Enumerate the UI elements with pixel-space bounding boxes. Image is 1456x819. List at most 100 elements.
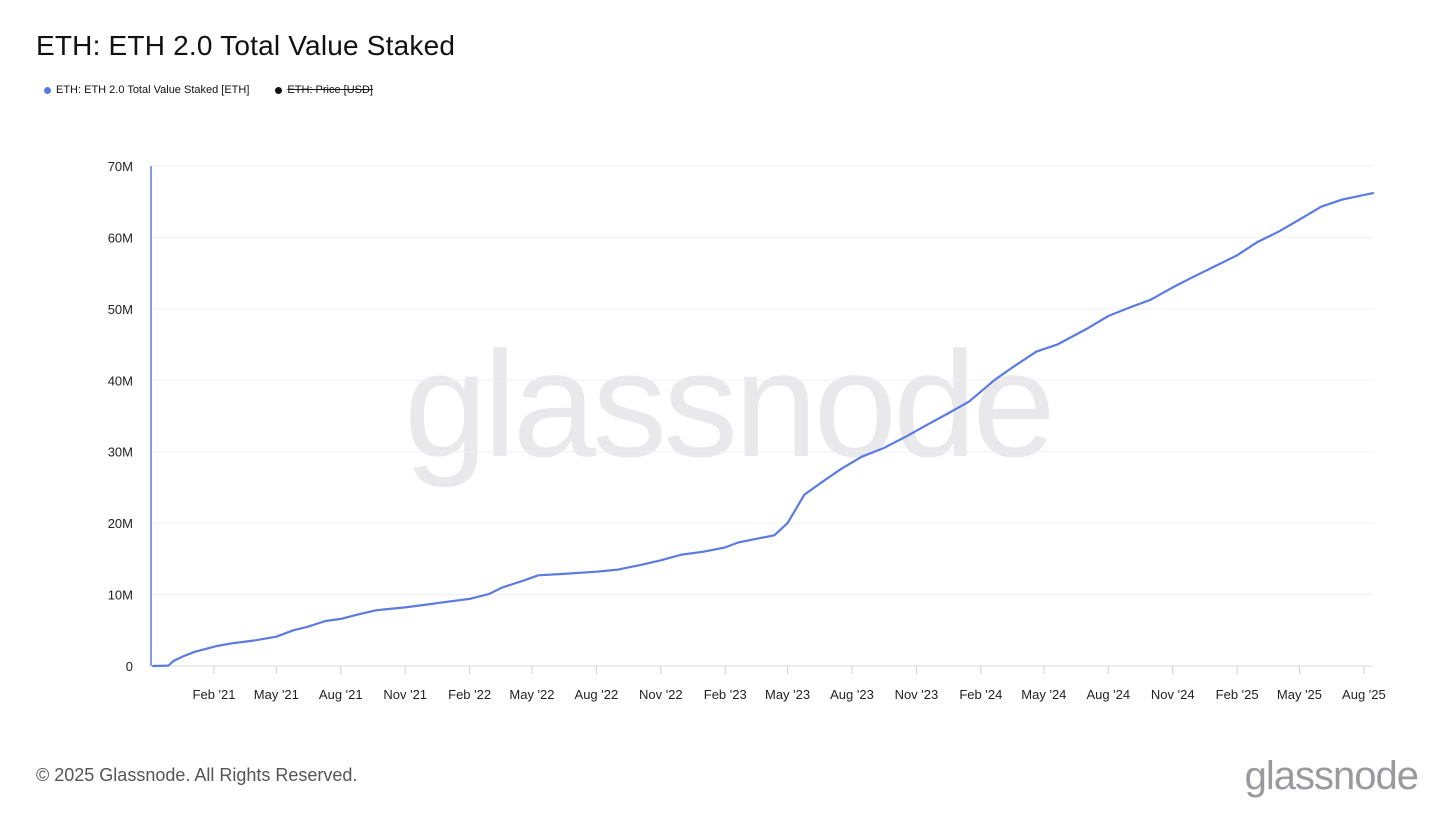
y-tick-label: 40M bbox=[108, 373, 133, 388]
data-point bbox=[660, 559, 662, 562]
data-point bbox=[1129, 306, 1131, 309]
x-tick-label: May '21 bbox=[254, 687, 299, 702]
y-tick-label: 70M bbox=[108, 159, 133, 174]
legend: ETH: ETH 2.0 Total Value Staked [ETH] ET… bbox=[44, 84, 373, 96]
x-tick-label: Nov '23 bbox=[895, 687, 939, 702]
x-tick-label: Feb '22 bbox=[448, 687, 491, 702]
data-point bbox=[1013, 365, 1016, 367]
data-point bbox=[501, 586, 504, 589]
data-point bbox=[167, 664, 170, 667]
data-point bbox=[1255, 241, 1258, 244]
data-point bbox=[374, 609, 377, 612]
x-tick-label: May '25 bbox=[1277, 687, 1322, 702]
data-point bbox=[681, 553, 683, 556]
data-point bbox=[152, 665, 154, 667]
x-tick-label: Feb '23 bbox=[704, 687, 747, 702]
legend-item-staked[interactable]: ETH: ETH 2.0 Total Value Staked [ETH] bbox=[44, 84, 249, 96]
x-tick-label: Feb '25 bbox=[1216, 687, 1259, 702]
data-point bbox=[980, 390, 982, 393]
data-point bbox=[404, 606, 407, 609]
data-point bbox=[946, 413, 949, 415]
x-tick-label: Aug '25 bbox=[1342, 687, 1386, 702]
data-point bbox=[903, 436, 906, 439]
data-point bbox=[702, 550, 705, 553]
data-point bbox=[562, 573, 565, 575]
data-point bbox=[737, 541, 740, 544]
data-point bbox=[1236, 254, 1238, 257]
data-point bbox=[1372, 192, 1374, 194]
data-point bbox=[786, 522, 789, 524]
x-tick-label: Feb '21 bbox=[193, 687, 236, 702]
legend-item-price[interactable]: ETH: Price [USD] bbox=[275, 84, 373, 96]
copyright-footer: © 2025 Glassnode. All Rights Reserved. bbox=[36, 765, 358, 785]
data-point bbox=[425, 603, 428, 606]
data-point bbox=[216, 645, 218, 647]
data-point bbox=[172, 660, 175, 662]
data-point bbox=[773, 534, 776, 537]
data-point bbox=[488, 593, 491, 595]
data-point bbox=[925, 424, 928, 427]
data-point bbox=[617, 568, 619, 571]
y-axis: 0 10M 20M 30M 40M 50M 60M 70M bbox=[108, 159, 152, 674]
data-point bbox=[595, 570, 598, 573]
data-point bbox=[324, 620, 327, 622]
x-tick-label: Aug '23 bbox=[830, 687, 874, 702]
grid-lines bbox=[151, 165, 1373, 596]
x-tick-label: May '23 bbox=[765, 687, 810, 702]
data-point bbox=[356, 613, 359, 616]
y-tick-label: 10M bbox=[108, 588, 133, 603]
data-point bbox=[803, 493, 806, 496]
data-point bbox=[537, 574, 540, 577]
y-tick-label: 30M bbox=[108, 445, 133, 460]
data-point bbox=[275, 635, 278, 638]
legend-label-price: ETH: Price [USD] bbox=[287, 84, 373, 96]
data-point bbox=[1056, 343, 1058, 346]
x-tick-label: Aug '22 bbox=[575, 687, 619, 702]
data-point bbox=[254, 639, 257, 642]
data-point bbox=[1107, 315, 1110, 317]
data-point bbox=[1341, 198, 1343, 201]
data-point bbox=[860, 455, 863, 458]
x-tick-label: Nov '24 bbox=[1151, 687, 1195, 702]
data-point bbox=[882, 447, 885, 449]
y-tick-label: 0 bbox=[126, 659, 133, 674]
data-point bbox=[468, 598, 471, 600]
data-point bbox=[208, 647, 210, 649]
data-point bbox=[307, 625, 309, 628]
x-tick-label: Aug '24 bbox=[1086, 687, 1130, 702]
data-point bbox=[1320, 205, 1322, 208]
x-tick-label: Aug '21 bbox=[319, 687, 363, 702]
series-area bbox=[152, 192, 1375, 668]
x-tick-label: May '22 bbox=[509, 687, 554, 702]
x-tick-label: May '24 bbox=[1021, 687, 1066, 702]
data-point bbox=[993, 379, 995, 382]
y-tick-label: 60M bbox=[108, 230, 133, 245]
data-point bbox=[839, 468, 841, 471]
data-point bbox=[339, 618, 342, 620]
data-point bbox=[292, 629, 294, 632]
legend-dot-price-icon bbox=[275, 86, 283, 94]
data-point bbox=[232, 642, 235, 644]
page-title: ETH: ETH 2.0 Total Value Staked bbox=[36, 30, 456, 61]
x-tick-label: Feb '24 bbox=[959, 687, 1002, 702]
data-point bbox=[1214, 265, 1217, 267]
x-tick-label: Nov '21 bbox=[383, 687, 427, 702]
data-point bbox=[968, 400, 970, 403]
data-point bbox=[821, 480, 824, 483]
data-point bbox=[1192, 275, 1195, 278]
data-point bbox=[724, 546, 727, 549]
data-point bbox=[1150, 298, 1152, 301]
data-point bbox=[1171, 286, 1174, 289]
brand-logo: glassnode bbox=[1244, 754, 1419, 798]
y-tick-label: 50M bbox=[108, 302, 133, 317]
legend-label-staked: ETH: ETH 2.0 Total Value Staked [ETH] bbox=[56, 84, 250, 96]
data-point bbox=[1277, 230, 1280, 233]
data-point bbox=[1085, 328, 1088, 330]
data-point bbox=[194, 650, 196, 653]
legend-dot-staked-icon bbox=[44, 86, 51, 94]
data-point bbox=[638, 564, 640, 567]
data-point bbox=[183, 655, 185, 657]
data-point bbox=[523, 579, 526, 582]
data-point bbox=[1035, 350, 1037, 353]
